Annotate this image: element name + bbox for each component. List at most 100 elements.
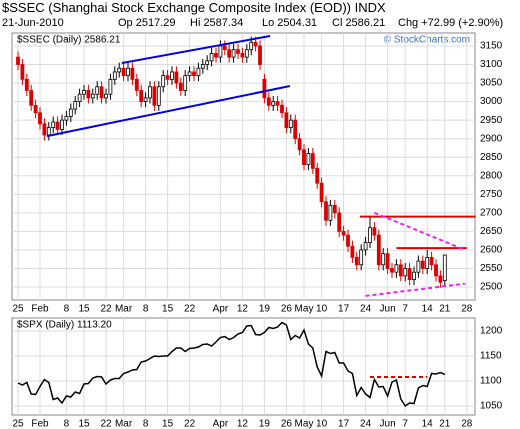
candle-body (108, 78, 113, 95)
x-tick-label: 15 (78, 419, 90, 429)
x-tick-label: Feb (31, 304, 49, 315)
candle-body (90, 93, 95, 99)
y-tick-label: 2600 (480, 245, 503, 256)
x-tick-label: 8 (64, 419, 70, 429)
candle-body (403, 268, 408, 277)
candle-body (231, 49, 236, 58)
candle-body (284, 112, 289, 128)
candle-body (407, 268, 412, 281)
legend-label: $SPX (Daily) 1113.20 (17, 320, 112, 331)
line (17, 321, 446, 408)
x-tick-label: Jun (380, 419, 396, 429)
candle-body (112, 71, 117, 80)
candle-body (236, 49, 240, 54)
candle-body (51, 121, 56, 128)
x-tick-label: 8 (143, 419, 149, 429)
candle-body (152, 86, 157, 106)
candle-body (64, 116, 69, 121)
candle-body (253, 41, 258, 47)
x-tick-label: 7 (402, 419, 408, 429)
y-tick-label: 1100 (480, 376, 502, 387)
candle-body (82, 90, 86, 95)
x-tick-label: 25 (12, 419, 24, 429)
candle-body (192, 71, 196, 77)
y-tick-label: 2700 (480, 207, 503, 218)
x-tick-label: 19 (259, 419, 271, 429)
y-tick-label: 2650 (480, 226, 503, 237)
candle-body (187, 71, 192, 77)
candle-body (60, 119, 64, 130)
candle-body (38, 112, 42, 125)
x-tick-label: Apr (213, 304, 229, 315)
candle-body (425, 256, 430, 269)
candle-body (302, 149, 306, 166)
stat: Cl 2586.21 (332, 17, 386, 29)
candle-body (442, 254, 447, 282)
candle-body (183, 75, 188, 91)
candle-body (350, 245, 355, 258)
candle-body (77, 93, 82, 103)
y-tick-label: 2950 (480, 115, 503, 126)
x-tick-label: 19 (259, 304, 271, 315)
stat: Chg +72.99 (+2.90%) (398, 17, 504, 29)
y-tick-label: 2550 (480, 263, 503, 274)
candle-body (363, 242, 368, 251)
stat: Lo 2504.31 (262, 17, 318, 29)
x-tick-label: Mar (115, 304, 133, 315)
candle-body (332, 205, 337, 214)
candle-body (214, 52, 218, 58)
candle-body (46, 127, 51, 136)
candle-body (297, 138, 302, 151)
candle-body (319, 182, 324, 203)
x-tick-label: 15 (162, 304, 174, 315)
candle-body (240, 52, 245, 58)
x-tick-label: 22 (100, 419, 112, 429)
candle-body (315, 167, 320, 184)
trendline (46, 85, 291, 138)
x-tick-label: 26 (281, 419, 293, 429)
candle-body (130, 67, 135, 80)
trendline (374, 211, 466, 251)
candle-body (368, 227, 372, 243)
candle-body (33, 104, 38, 114)
stat: Op 2517.29 (118, 17, 176, 29)
candle-body (16, 56, 20, 65)
candle-body (209, 52, 214, 62)
x-tick-label: 21 (439, 419, 451, 429)
y-tick-label: 2900 (480, 133, 503, 144)
candle-body (438, 275, 443, 283)
candle-body (429, 256, 434, 266)
x-tick-label: Mar (115, 419, 133, 429)
x-tick-label: 24 (360, 419, 372, 429)
candle-body (381, 253, 386, 266)
x-tick-label: 17 (338, 304, 350, 315)
candle-body (68, 108, 73, 117)
candle-body (271, 101, 276, 106)
y-tick-label: 3050 (480, 78, 503, 89)
candle-body (328, 205, 333, 221)
candle-body (99, 86, 104, 99)
candle-body (275, 101, 280, 106)
candle-body (218, 45, 223, 58)
candle-body (249, 41, 254, 51)
candle-body (306, 153, 311, 166)
x-tick-label: 15 (162, 419, 174, 429)
candle-body (288, 119, 293, 128)
candle-body (376, 234, 381, 266)
x-tick-label: 14 (422, 304, 434, 315)
candle-body (104, 93, 108, 99)
x-tick-label: 22 (184, 419, 196, 429)
candle-body (134, 78, 139, 91)
y-tick-label: 1200 (480, 326, 503, 337)
candle-body (55, 121, 60, 130)
x-tick-label: 15 (78, 304, 90, 315)
candle-body (341, 230, 346, 236)
candle-body (412, 271, 416, 281)
trendline (365, 282, 466, 297)
x-tick-label: Feb (31, 419, 49, 429)
x-tick-label: 17 (338, 419, 350, 429)
x-tick-label: 22 (184, 304, 196, 315)
candle-body (156, 86, 161, 106)
candle-body (324, 201, 328, 221)
